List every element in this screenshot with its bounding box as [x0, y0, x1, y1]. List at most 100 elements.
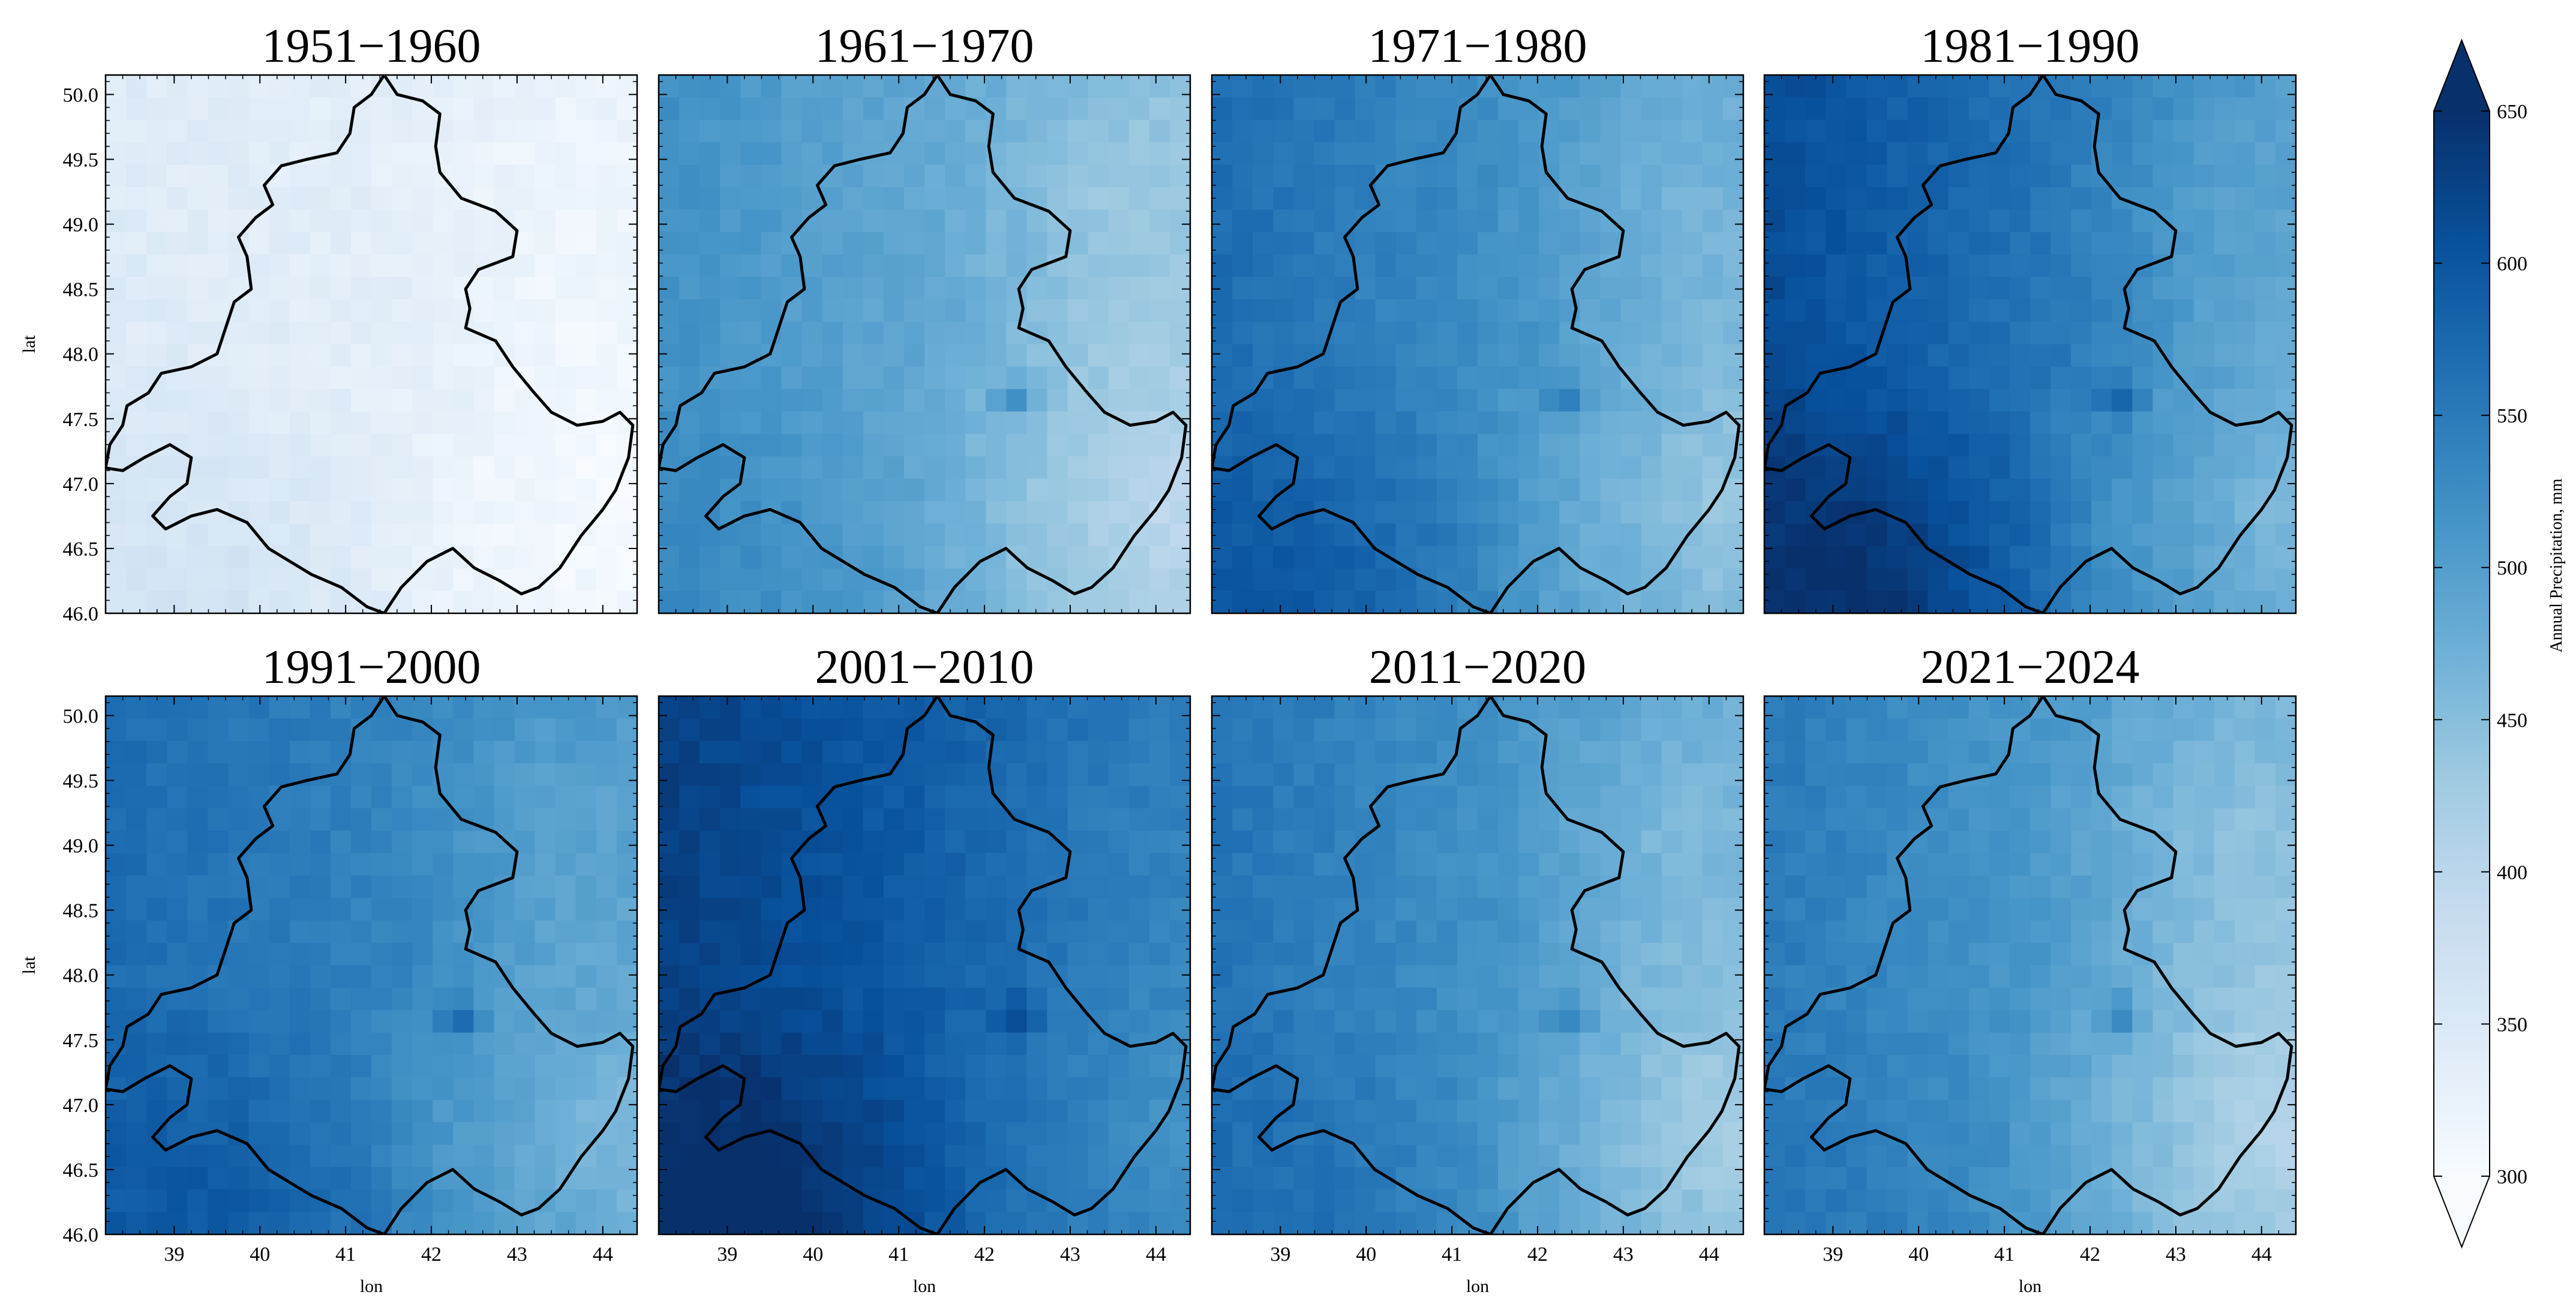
heatmap-cell	[473, 786, 495, 809]
heatmap-cell	[1395, 97, 1417, 121]
heatmap-cell	[2009, 568, 2031, 592]
heatmap-cell	[1293, 187, 1314, 210]
heatmap-cell	[1232, 254, 1253, 277]
heatmap-cell	[720, 277, 741, 300]
heatmap-cell	[1149, 943, 1170, 966]
heatmap-cell	[945, 1010, 966, 1033]
heatmap-cell	[1887, 434, 1908, 457]
heatmap-cell	[1047, 97, 1068, 121]
heatmap-cell	[883, 1055, 905, 1078]
heatmap-cell	[1682, 254, 1703, 277]
heatmap-cell	[1355, 741, 1376, 764]
heatmap-cell	[1375, 478, 1397, 502]
heatmap-cell	[350, 853, 372, 876]
heatmap-cell	[659, 763, 680, 787]
heatmap-cell	[1620, 75, 1642, 98]
heatmap-cell	[596, 299, 617, 322]
heatmap-cell	[2173, 209, 2194, 233]
heatmap-cell	[453, 344, 474, 367]
heatmap-cell	[167, 232, 188, 255]
heatmap-cell	[555, 254, 577, 277]
heatmap-cell	[1334, 142, 1356, 166]
heatmap-cell	[720, 763, 741, 787]
heatmap-cell	[1785, 209, 1806, 233]
heatmap-cell	[1580, 456, 1601, 479]
heatmap-cell	[924, 389, 945, 412]
heatmap-cell	[1355, 75, 1376, 98]
heatmap-cell	[575, 786, 597, 809]
heatmap-cell	[781, 943, 803, 966]
heatmap-cell	[1006, 987, 1027, 1011]
heatmap-cell	[1539, 696, 1560, 719]
heatmap-cell	[1416, 456, 1437, 479]
heatmap-cell	[1764, 209, 1785, 233]
heatmap-cell	[106, 831, 127, 854]
heatmap-cell	[187, 366, 208, 389]
heatmap-cell	[1620, 97, 1642, 121]
heatmap-cell	[822, 1032, 843, 1056]
heatmap-cell	[883, 366, 905, 389]
heatmap-cell	[575, 523, 597, 547]
heatmap-cell	[2152, 142, 2174, 166]
heatmap-cell	[310, 718, 331, 742]
heatmap-cell	[740, 97, 761, 121]
heatmap-cell	[494, 119, 515, 143]
heatmap-cell	[822, 943, 843, 966]
heatmap-cell	[248, 696, 270, 719]
heatmap-cell	[945, 831, 966, 854]
panel-frame	[657, 695, 1191, 1236]
heatmap-cell	[371, 501, 392, 524]
heatmap-cell	[392, 254, 413, 277]
heatmap-cell	[2071, 590, 2092, 613]
heatmap-cell	[720, 322, 741, 345]
heatmap-cell	[1047, 523, 1068, 547]
heatmap-cell	[740, 322, 761, 345]
heatmap-cell	[392, 366, 413, 389]
heatmap-cell	[1722, 411, 1743, 434]
heatmap-cell	[699, 277, 720, 300]
heatmap-cell	[330, 696, 352, 719]
heatmap-cell	[187, 1055, 208, 1078]
heatmap-cell	[2275, 277, 2296, 300]
heatmap-cell	[371, 920, 392, 943]
heatmap-cell	[514, 1032, 536, 1056]
heatmap-cell	[412, 277, 433, 300]
heatmap-cell	[1580, 142, 1601, 166]
heatmap-cell	[1682, 187, 1703, 210]
heatmap-cell	[924, 876, 945, 898]
heatmap-cell	[822, 696, 843, 719]
heatmap-cell	[1232, 478, 1253, 502]
y-tick-label: 46.5	[63, 1159, 99, 1182]
heatmap-cell	[187, 478, 208, 502]
heatmap-cell	[1436, 434, 1458, 457]
heatmap-cell	[2030, 344, 2051, 367]
heatmap-cell	[1067, 322, 1089, 345]
heatmap-cell	[2152, 277, 2174, 300]
heatmap-cell	[1355, 718, 1376, 742]
heatmap-cell	[740, 898, 761, 921]
heatmap-cell	[965, 501, 986, 524]
heatmap-cell	[1232, 808, 1253, 831]
heatmap-cell	[289, 920, 311, 943]
heatmap-cell	[1702, 344, 1724, 367]
heatmap-cell	[1498, 299, 1519, 322]
heatmap-cell	[1661, 344, 1683, 367]
heatmap-cell	[1498, 187, 1519, 210]
y-axis-label: lat	[19, 956, 39, 975]
heatmap-cell	[453, 411, 474, 434]
heatmap-cell	[679, 590, 700, 613]
heatmap-cell	[1212, 164, 1233, 188]
heatmap-cell	[330, 831, 352, 854]
heatmap-cell	[1149, 786, 1170, 809]
heatmap-cell	[842, 456, 864, 479]
heatmap-cell	[1866, 389, 1888, 412]
heatmap-cell	[2132, 232, 2154, 255]
heatmap-cell	[801, 344, 823, 367]
heatmap-cell	[2091, 209, 2112, 233]
heatmap-cell	[1047, 1010, 1068, 1033]
heatmap-cell	[248, 299, 270, 322]
heatmap-cell	[535, 741, 556, 764]
heatmap-cell	[1989, 590, 2010, 613]
heatmap-cell	[1539, 366, 1560, 389]
heatmap-cell	[986, 322, 1007, 345]
